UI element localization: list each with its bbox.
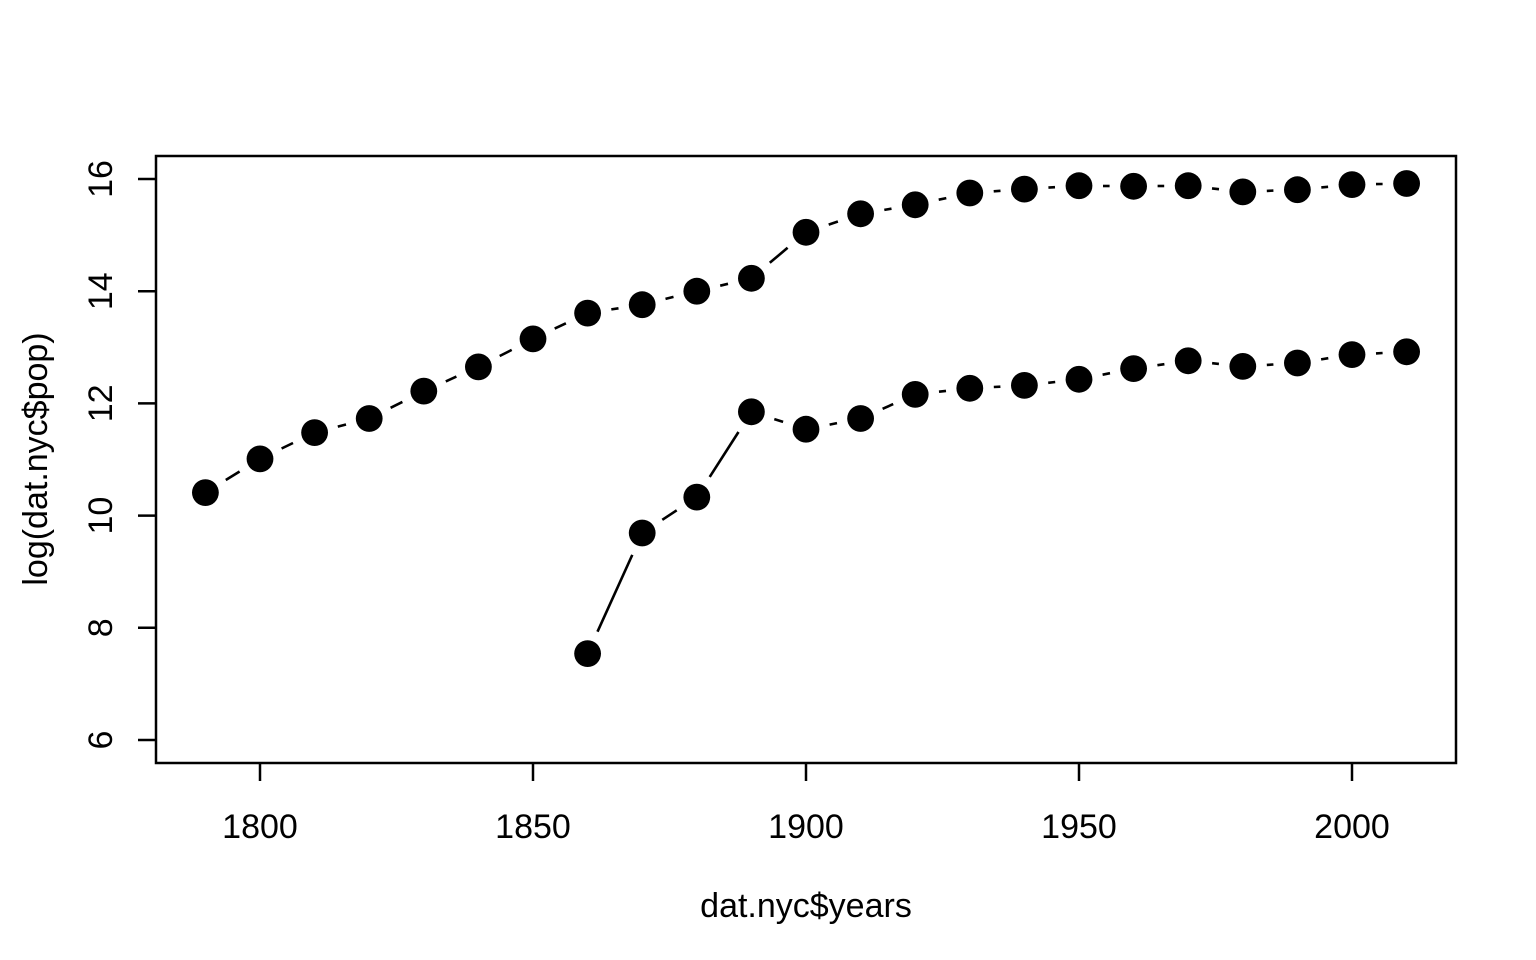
- data-point: [574, 640, 601, 667]
- data-point: [738, 398, 765, 426]
- data-point: [1011, 372, 1038, 399]
- series-line-segment: [882, 402, 894, 410]
- series-line-segment: [1321, 185, 1329, 189]
- x-axis-title: dat.nyc$years: [700, 887, 912, 925]
- data-series-2: [574, 338, 1420, 667]
- y-tick-label: 10: [82, 497, 120, 535]
- data-point: [956, 374, 984, 402]
- y-axis-title: log(dat.nyc$pop): [17, 332, 55, 585]
- series-line-segment: [554, 322, 567, 330]
- y-tick-label: 12: [82, 384, 120, 422]
- data-point: [574, 299, 601, 327]
- plot-border: [154, 154, 1458, 765]
- x-tick-label: 1900: [768, 808, 844, 846]
- y-tick-label: 6: [82, 731, 120, 750]
- x-axis-ticks: 1800 1850 1900 1950 2000: [222, 763, 1390, 846]
- series-line-segment: [596, 554, 634, 633]
- data-point: [1174, 347, 1202, 375]
- data-point: [1393, 338, 1420, 366]
- series-line-segment: [708, 431, 740, 478]
- data-point: [1011, 175, 1038, 203]
- series-line-segment: [1157, 362, 1165, 367]
- data-point: [465, 353, 492, 381]
- data-point: [1120, 172, 1147, 200]
- series-line-segment: [445, 375, 457, 383]
- series-line-segment: [768, 246, 789, 264]
- data-point: [410, 377, 438, 405]
- series-line-segment: [661, 509, 678, 521]
- series-line-segment: [1211, 187, 1220, 191]
- data-point: [1065, 365, 1093, 393]
- series-line-segment: [993, 189, 1001, 193]
- data-series-layer: [192, 170, 1420, 667]
- data-point: [792, 218, 820, 246]
- data-point: [1338, 171, 1366, 199]
- series-line-segment: [225, 470, 241, 482]
- series-line-segment: [1211, 361, 1220, 366]
- series-line-segment: [611, 307, 619, 311]
- series-line-segment: [884, 207, 892, 212]
- data-point: [901, 381, 929, 408]
- x-tick-label: 1800: [222, 808, 298, 846]
- series-line-segment: [938, 196, 947, 201]
- series-line-segment: [829, 421, 838, 426]
- data-point: [1174, 172, 1202, 200]
- data-point: [628, 291, 656, 319]
- series-line-segment: [390, 400, 403, 409]
- data-point: [738, 264, 765, 292]
- data-point: [192, 479, 219, 506]
- data-point: [847, 200, 874, 228]
- series-line-segment: [1102, 371, 1111, 376]
- series-line-segment: [499, 348, 513, 358]
- data-point: [847, 405, 874, 432]
- data-point: [246, 445, 274, 473]
- data-point: [792, 415, 820, 443]
- data-point: [1284, 349, 1311, 377]
- data-point: [301, 419, 328, 446]
- data-point: [1393, 170, 1420, 197]
- data-point: [355, 405, 383, 432]
- data-point: [628, 519, 656, 547]
- data-point: [683, 277, 711, 305]
- series-line-segment: [281, 441, 294, 450]
- data-point: [1338, 341, 1366, 368]
- x-tick-label: 2000: [1314, 808, 1390, 846]
- y-tick-label: 16: [82, 160, 120, 198]
- y-tick-label: 8: [82, 618, 120, 637]
- data-point: [956, 179, 984, 207]
- data-point: [1065, 172, 1093, 200]
- x-tick-label: 1950: [1041, 808, 1117, 846]
- y-tick-label: 14: [82, 272, 120, 310]
- data-series-1: [192, 170, 1420, 506]
- series-line-segment: [828, 220, 839, 226]
- series-line-segment: [1048, 380, 1056, 385]
- data-point: [1120, 355, 1147, 382]
- series-line-segment: [1320, 356, 1329, 361]
- series-line-segment: [665, 295, 674, 301]
- series-line-segment: [938, 389, 947, 393]
- series-line-segment: [773, 417, 784, 424]
- x-tick-label: 1850: [495, 808, 571, 846]
- data-point: [519, 325, 547, 353]
- series-line-segment: [719, 282, 729, 287]
- data-point: [901, 191, 929, 219]
- data-point: [1284, 176, 1311, 204]
- data-point: [683, 483, 711, 511]
- series-line-segment: [337, 423, 347, 428]
- data-point: [1229, 353, 1257, 380]
- data-point: [1229, 178, 1257, 206]
- y-axis-ticks: 6 8 10 12 14 16: [82, 160, 156, 749]
